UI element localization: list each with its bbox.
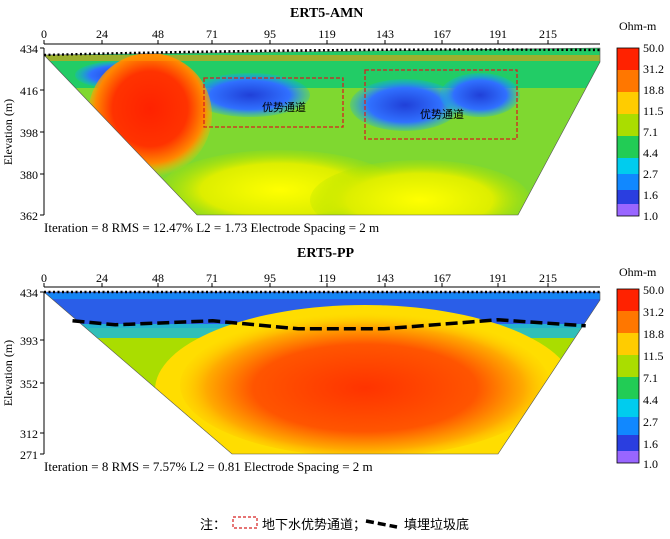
legend-landfill-label: 填埋垃圾底 — [404, 517, 470, 532]
x-tick: 95 — [264, 27, 276, 41]
panel1-colorbar — [616, 47, 640, 217]
groundwater-channel-box-2 — [364, 69, 518, 140]
electrodes-panel1 — [43, 48, 601, 57]
colorbar-tick: 1.0 — [643, 457, 658, 471]
x-tick: 95 — [264, 271, 276, 285]
x-tick: 167 — [433, 271, 451, 285]
y-tick: 434 — [20, 286, 38, 300]
panel2-axes — [40, 283, 600, 455]
panel2-colorbar — [616, 288, 640, 464]
panel2-title: ERT5-PP — [297, 246, 355, 261]
channel-label-1: 优势通道 — [262, 100, 306, 114]
panel2-y-ticks: 434 393 352 312 271 — [20, 286, 38, 462]
colorbar-tick: 11.5 — [643, 104, 664, 118]
x-tick: 215 — [539, 271, 557, 285]
colorbar-tick: 4.4 — [643, 146, 658, 160]
y-tick: 398 — [20, 126, 38, 140]
y-tick: 434 — [20, 42, 38, 56]
x-tick: 71 — [206, 271, 218, 285]
y-tick: 416 — [20, 84, 38, 98]
colorbar-tick: 7.1 — [643, 371, 658, 385]
x-tick: 0 — [41, 27, 47, 41]
panel2-ylabel: Elevation (m) — [1, 340, 15, 406]
colorbar-tick: 31.2 — [643, 62, 664, 76]
x-tick: 0 — [41, 271, 47, 285]
legend-channel-swatch — [232, 516, 258, 529]
colorbar-tick: 31.2 — [643, 305, 664, 319]
x-tick: 143 — [376, 27, 394, 41]
colorbar-tick: 11.5 — [643, 349, 664, 363]
x-tick: 71 — [206, 27, 218, 41]
y-tick: 380 — [20, 168, 38, 182]
colorbar-tick: 50.0 — [643, 41, 664, 55]
panel1-y-ticks: 434 416 398 380 362 — [20, 42, 38, 223]
panel1-stats: Iteration = 8 RMS = 12.47% L2 = 1.73 Ele… — [44, 220, 380, 235]
x-tick: 143 — [376, 271, 394, 285]
colorbar-tick: 50.0 — [643, 283, 664, 297]
y-tick: 352 — [20, 377, 38, 391]
x-tick: 119 — [318, 27, 336, 41]
colorbar-tick: 18.8 — [643, 327, 664, 341]
panel1-ylabel: Elevation (m) — [1, 99, 15, 165]
x-tick: 215 — [539, 27, 557, 41]
panel1-colorbar-ticks: 50.0 31.2 18.8 11.5 7.1 4.4 2.7 1.6 1.0 — [643, 41, 664, 223]
y-tick: 312 — [20, 427, 38, 441]
panel2-x-ticks: 0 24 48 71 95 119 143 167 191 215 — [41, 271, 557, 285]
panel2-colorbar-ticks: 50.0 31.2 18.8 11.5 7.1 4.4 2.7 1.6 1.0 — [643, 283, 664, 471]
panel2-section — [44, 292, 600, 454]
x-tick: 48 — [152, 27, 164, 41]
panel1-axes — [40, 40, 600, 216]
landfill-bottom-line — [72, 318, 586, 331]
panel1-title: ERT5-AMN — [290, 6, 364, 21]
y-tick: 271 — [20, 448, 38, 462]
x-tick: 24 — [96, 271, 108, 285]
x-tick: 119 — [318, 271, 336, 285]
panel1-colorbar-unit: Ohm-m — [619, 19, 657, 33]
colorbar-tick: 4.4 — [643, 393, 658, 407]
colorbar-tick: 2.7 — [643, 167, 658, 181]
legend-prefix: 注： — [200, 517, 227, 532]
y-tick: 362 — [20, 209, 38, 223]
legend-channel-label: 地下水优势通道； — [262, 517, 367, 532]
panel1-section — [44, 48, 600, 215]
colorbar-tick: 1.6 — [643, 437, 658, 451]
panel1-x-ticks: 0 24 48 71 95 119 143 167 191 215 — [41, 27, 557, 41]
x-tick: 191 — [489, 27, 507, 41]
colorbar-tick: 18.8 — [643, 83, 664, 97]
panel2-colorbar-unit: Ohm-m — [619, 265, 657, 279]
y-tick: 393 — [20, 334, 38, 348]
colorbar-tick: 7.1 — [643, 125, 658, 139]
colorbar-tick: 1.6 — [643, 188, 658, 202]
x-tick: 167 — [433, 27, 451, 41]
channel-label-2: 优势通道 — [420, 107, 464, 121]
legend-landfill-swatch — [365, 519, 398, 529]
x-tick: 191 — [489, 271, 507, 285]
panel2-stats: Iteration = 8 RMS = 7.57% L2 = 0.81 Elec… — [44, 459, 373, 474]
x-tick: 48 — [152, 271, 164, 285]
colorbar-tick: 1.0 — [643, 209, 658, 223]
x-tick: 24 — [96, 27, 108, 41]
groundwater-channel-box-1 — [203, 77, 344, 128]
colorbar-tick: 2.7 — [643, 415, 658, 429]
